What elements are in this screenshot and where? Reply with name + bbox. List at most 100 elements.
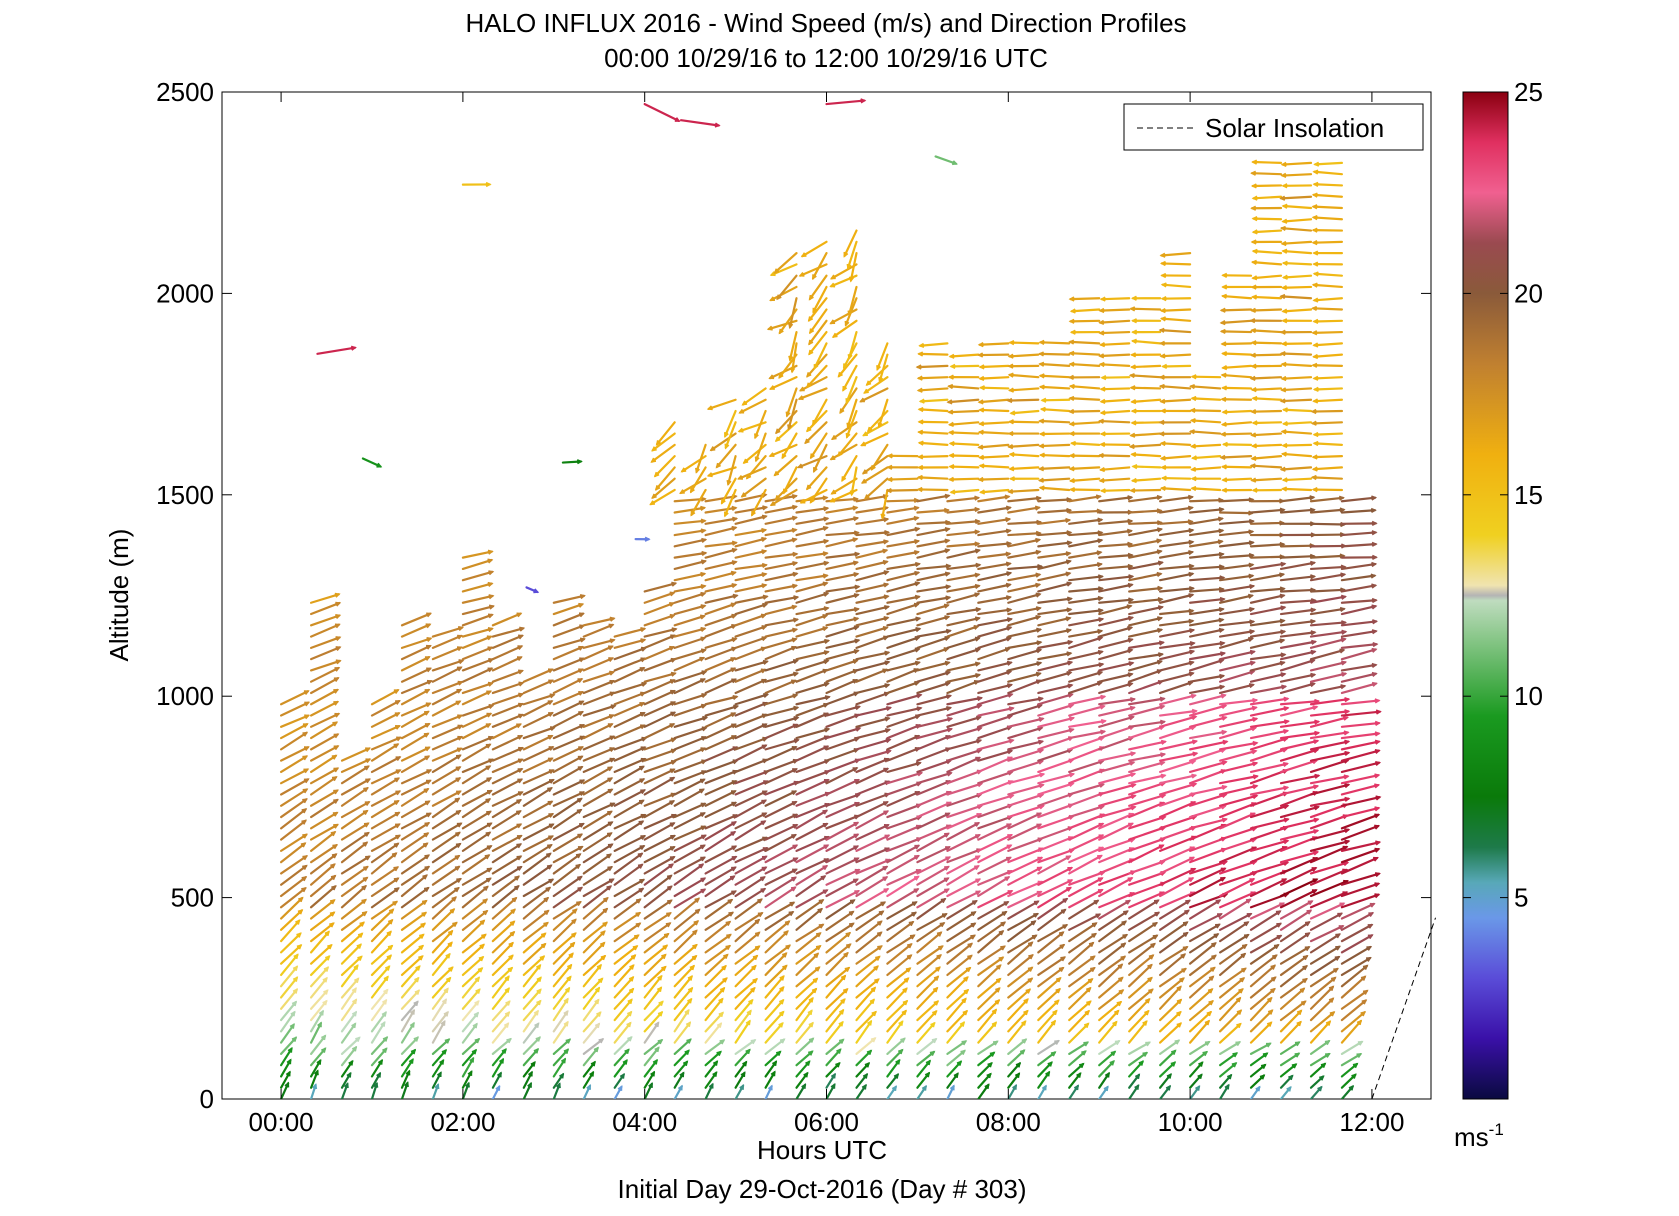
wind-barb (855, 570, 890, 582)
wind-barb (552, 833, 584, 852)
wind-barb (400, 832, 430, 852)
wind-barb (491, 799, 523, 819)
wind-barb (764, 901, 796, 920)
wind-barb (491, 875, 520, 898)
wind-barb (734, 866, 768, 886)
wind-barb (279, 944, 303, 965)
wind-barb (613, 820, 645, 841)
wind-barb (491, 843, 523, 864)
wind-barb (764, 705, 800, 717)
wind-barb (855, 810, 890, 830)
wind-barb (491, 1048, 507, 1067)
wind-barb (491, 823, 523, 841)
wind-barb (491, 645, 524, 661)
wind-barb (704, 920, 732, 943)
wind-barb (886, 920, 915, 943)
wind-barb (340, 801, 371, 819)
wind-barb (400, 688, 431, 706)
wind-barb (795, 844, 830, 864)
wind-barb (370, 975, 389, 999)
wind-barb (742, 443, 767, 464)
wind-barb (886, 602, 920, 616)
wind-barb (431, 877, 462, 898)
wind-barb (431, 941, 453, 965)
wind-barb (916, 931, 943, 954)
wind-barb (843, 229, 858, 258)
wind-barb (673, 604, 707, 616)
wind-barb (795, 538, 830, 548)
legend-label: Solar Insolation (1205, 113, 1384, 143)
wind-barb (734, 820, 767, 841)
wind-barb (461, 581, 494, 593)
wind-barb (855, 705, 893, 717)
wind-barb (788, 330, 798, 362)
wind-barb (400, 612, 432, 627)
wind-barb (279, 1070, 291, 1089)
wind-barb (798, 376, 828, 392)
wind-barb (734, 1084, 745, 1099)
wind-barb (825, 1020, 844, 1044)
wind-barb (704, 667, 737, 683)
wind-barb (704, 525, 738, 537)
wind-barb (886, 888, 920, 909)
wind-barb (491, 930, 516, 954)
wind-barb (886, 999, 909, 1022)
wind-barb (613, 911, 642, 931)
wind-barb (650, 443, 676, 463)
wind-barb (279, 1000, 298, 1022)
wind-barb (754, 432, 767, 463)
wind-barb (400, 746, 431, 762)
wind-barb (613, 852, 644, 875)
colorbar-unit-exponent: -1 (1489, 1120, 1504, 1139)
wind-barb (431, 754, 462, 774)
wind-barb (370, 699, 401, 717)
wind-barb (309, 677, 340, 695)
wind-barb (552, 997, 569, 1022)
wind-barb (825, 910, 855, 931)
wind-barb (279, 788, 309, 807)
wind-barb (825, 1072, 836, 1089)
wind-barb (764, 790, 798, 807)
wind-barb (400, 886, 430, 909)
wind-barb (309, 745, 340, 762)
wind-barb (279, 919, 301, 943)
wind-barb (613, 1048, 630, 1067)
wind-barb (522, 932, 547, 954)
wind-barb (916, 681, 952, 695)
wind-barb (552, 941, 576, 965)
wind-barb (582, 723, 614, 740)
wind-barb (643, 723, 676, 740)
x-tick-label: 00:00 (249, 1107, 314, 1137)
wind-barb (400, 656, 431, 672)
wind-barb (726, 455, 737, 486)
wind-barb (673, 747, 707, 762)
wind-barb (613, 1021, 632, 1044)
wind-barb (461, 1056, 475, 1078)
wind-barb (734, 964, 757, 988)
wind-barb (764, 679, 797, 695)
wind-barb (654, 466, 676, 491)
wind-barb (461, 831, 492, 852)
wind-barb (613, 878, 646, 898)
wind-barb (309, 623, 341, 638)
wind-barb (886, 616, 922, 627)
wind-barb (582, 885, 613, 909)
wind-barb (400, 922, 427, 943)
wind-barb (340, 1059, 354, 1078)
wind-barb (673, 997, 693, 1022)
wind-barb (855, 539, 890, 548)
wind-barb (655, 421, 676, 446)
wind-barb (340, 747, 371, 762)
wind-barb (552, 746, 584, 762)
wind-barb (309, 1058, 322, 1078)
wind-barb (734, 998, 754, 1022)
wind-barb (673, 550, 708, 559)
wind-barb (916, 1010, 938, 1033)
wind-barb (522, 1036, 541, 1055)
wind-barb (461, 743, 492, 762)
wind-barb (764, 627, 799, 638)
wind-barb (764, 693, 799, 706)
wind-barb (886, 875, 920, 898)
wind-barb (613, 1036, 633, 1055)
wind-barb (309, 614, 342, 627)
